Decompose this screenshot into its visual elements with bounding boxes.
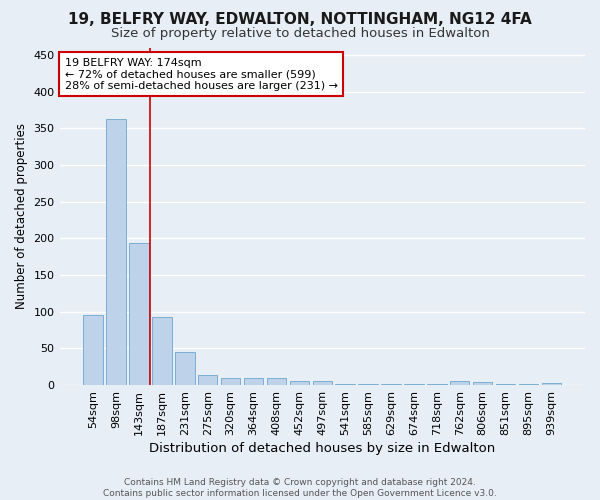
Text: Contains HM Land Registry data © Crown copyright and database right 2024.
Contai: Contains HM Land Registry data © Crown c… <box>103 478 497 498</box>
Bar <box>473 382 493 385</box>
Bar <box>129 242 149 385</box>
Bar <box>335 384 355 385</box>
Bar <box>290 382 309 385</box>
Bar <box>404 384 424 385</box>
Bar <box>267 378 286 385</box>
Bar <box>244 378 263 385</box>
Bar <box>427 384 446 385</box>
Bar <box>542 383 561 385</box>
Bar <box>358 384 378 385</box>
Text: Size of property relative to detached houses in Edwalton: Size of property relative to detached ho… <box>110 28 490 40</box>
Bar <box>106 120 126 385</box>
Bar <box>496 384 515 385</box>
Bar <box>313 380 332 385</box>
Text: 19 BELFRY WAY: 174sqm
← 72% of detached houses are smaller (599)
28% of semi-det: 19 BELFRY WAY: 174sqm ← 72% of detached … <box>65 58 338 91</box>
Bar <box>175 352 194 385</box>
Bar <box>83 316 103 385</box>
Bar <box>519 384 538 385</box>
Text: 19, BELFRY WAY, EDWALTON, NOTTINGHAM, NG12 4FA: 19, BELFRY WAY, EDWALTON, NOTTINGHAM, NG… <box>68 12 532 28</box>
Bar <box>381 384 401 385</box>
Bar <box>450 382 469 385</box>
Bar <box>152 317 172 385</box>
Bar <box>198 375 217 385</box>
X-axis label: Distribution of detached houses by size in Edwalton: Distribution of detached houses by size … <box>149 442 496 455</box>
Bar <box>221 378 241 385</box>
Y-axis label: Number of detached properties: Number of detached properties <box>15 124 28 310</box>
